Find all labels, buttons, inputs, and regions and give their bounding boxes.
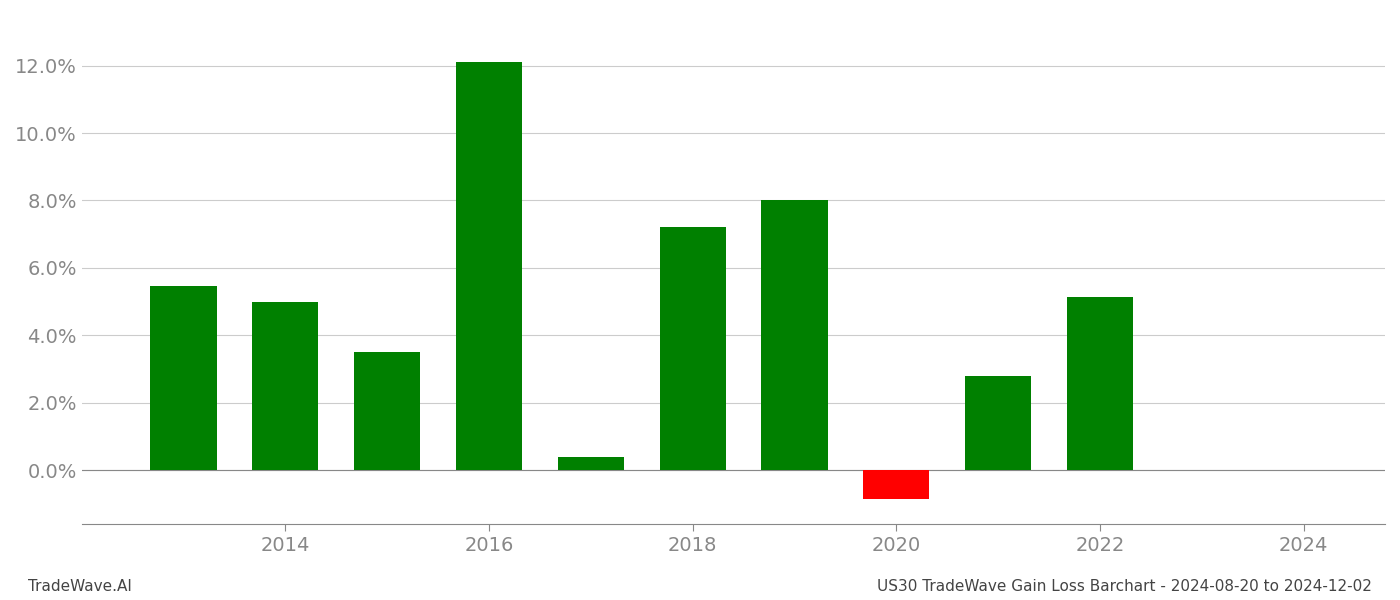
Bar [456, 62, 522, 470]
Bar [557, 457, 624, 470]
Text: TradeWave.AI: TradeWave.AI [28, 579, 132, 594]
Bar [659, 227, 725, 470]
Bar [864, 470, 930, 499]
Text: US30 TradeWave Gain Loss Barchart - 2024-08-20 to 2024-12-02: US30 TradeWave Gain Loss Barchart - 2024… [878, 579, 1372, 594]
Bar [762, 200, 827, 470]
Bar [965, 376, 1032, 470]
Bar [150, 286, 217, 470]
Bar [354, 352, 420, 470]
Bar [252, 302, 318, 470]
Bar [1067, 296, 1133, 470]
